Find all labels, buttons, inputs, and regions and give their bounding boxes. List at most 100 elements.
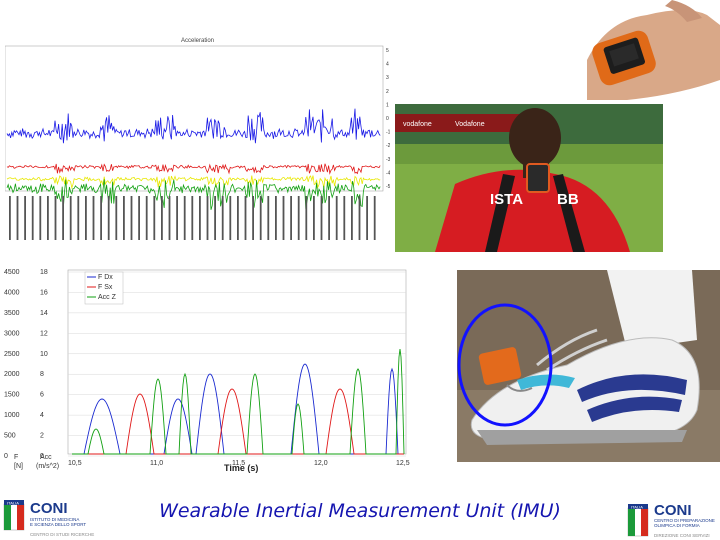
flag-text-right: ITALIA bbox=[631, 505, 643, 510]
chart-legend: F Dx F Sx Acc Z bbox=[84, 271, 124, 305]
accel-x-tick-label bbox=[297, 196, 300, 240]
force-left-tick: 1000 bbox=[4, 412, 20, 419]
force-right-tick: 16 bbox=[40, 289, 48, 296]
f-axis-label: F bbox=[14, 454, 18, 461]
accel-x-tick-label bbox=[85, 196, 87, 240]
accel-x-tick-label bbox=[206, 196, 209, 240]
force-acceleration-chart: 4500 4000 3500 3000 2500 2000 1500 1000 500 0 18 1… bbox=[0, 262, 415, 477]
force-left-tick: 500 bbox=[4, 433, 16, 440]
accel-x-tick-label bbox=[320, 196, 323, 240]
accel-x-tick-label bbox=[16, 196, 19, 240]
accel-x-tick-label bbox=[282, 196, 285, 240]
acc-axis-unit: (m/s^2) bbox=[36, 463, 59, 470]
accel-y-tick: 2 bbox=[386, 89, 389, 95]
accel-x-tick-label bbox=[77, 196, 80, 240]
force-plot: 4500 4000 3500 3000 2500 2000 1500 1000 500 0 18 1… bbox=[4, 269, 410, 473]
accel-x-tick-label bbox=[168, 196, 171, 240]
accel-trace-green bbox=[6, 179, 381, 210]
legend-f-sx: F Sx bbox=[98, 284, 113, 291]
accel-x-tick-label bbox=[9, 196, 11, 240]
force-x-tick: 12,0 bbox=[314, 460, 328, 467]
accel-x-tick-label bbox=[358, 196, 361, 240]
accel-x-tick-label bbox=[191, 196, 194, 240]
accel-y-tick: -1 bbox=[386, 130, 390, 136]
italy-flag-icon bbox=[627, 504, 649, 537]
force-left-tick: 2000 bbox=[4, 371, 20, 378]
accel-x-tick-label bbox=[153, 196, 156, 240]
acceleration-plot: 5 4 3 2 1 0 -1 -2 -3 -4 -5 bbox=[5, 45, 390, 240]
force-right-tick: 12 bbox=[40, 330, 48, 337]
accel-x-tick-label bbox=[275, 196, 277, 240]
accel-trace-blue bbox=[6, 108, 381, 144]
acceleration-chart: Acceleration 5 4 3 2 1 0 -1 -2 -3 -4 -5 bbox=[5, 38, 390, 248]
handheld-device-photo bbox=[577, 0, 720, 100]
accel-x-tick-label bbox=[252, 196, 254, 240]
force-left-tick: 2500 bbox=[4, 351, 20, 358]
accel-y-tick: 4 bbox=[386, 62, 389, 68]
coni-wordmark-left: CONI bbox=[30, 500, 68, 517]
force-right-tick: 4 bbox=[40, 412, 44, 419]
accel-x-tick-label bbox=[290, 196, 292, 240]
acceleration-chart-title: Acceleration bbox=[180, 38, 215, 44]
force-right-tick: 10 bbox=[40, 351, 48, 358]
accel-x-tick-label bbox=[373, 196, 376, 240]
slide-caption: Wearable Inertial Measurement Unit (IMU) bbox=[159, 500, 561, 522]
accel-y-tick: 3 bbox=[386, 75, 389, 81]
svg-text:Vodafone: Vodafone bbox=[455, 121, 485, 128]
force-x-tick: 11,0 bbox=[150, 460, 163, 467]
accel-x-tick-label bbox=[351, 196, 353, 240]
force-left-tick: 1500 bbox=[4, 392, 20, 399]
f-axis-unit: [N] bbox=[14, 463, 23, 470]
legend-acc-z: Acc Z bbox=[98, 294, 117, 301]
svg-text:vodafone: vodafone bbox=[403, 121, 432, 128]
accel-x-tick-label bbox=[100, 196, 102, 240]
accel-x-tick-label bbox=[92, 196, 95, 240]
accel-x-tick-label bbox=[31, 196, 34, 240]
force-right-tick: 2 bbox=[40, 433, 44, 440]
shoe-sensor-photo bbox=[457, 270, 720, 462]
force-left-tick: 4500 bbox=[4, 269, 20, 276]
accel-x-tick-label bbox=[39, 196, 42, 240]
force-x-tick: 12,5 bbox=[396, 460, 410, 467]
accel-x-tick-label bbox=[313, 196, 315, 240]
logo-sub-line1-right: CENTRO DI PREPARAZIONE bbox=[654, 518, 715, 523]
accel-x-tick-label bbox=[24, 196, 26, 240]
accel-trace-yellow bbox=[6, 175, 381, 190]
force-left-tick: 3500 bbox=[4, 310, 20, 317]
accel-x-tick-label bbox=[199, 196, 201, 240]
svg-text:BB: BB bbox=[557, 191, 579, 208]
coni-wordmark-right: CONI bbox=[654, 502, 692, 519]
force-x-tick: 10,5 bbox=[68, 460, 82, 467]
force-right-tick: 6 bbox=[40, 392, 44, 399]
legend-f-dx: F Dx bbox=[98, 274, 113, 281]
accel-x-tick-label bbox=[229, 196, 232, 240]
accel-x-tick-label bbox=[130, 196, 133, 240]
accel-x-tick-label bbox=[244, 196, 247, 240]
accel-x-tick-label bbox=[138, 196, 140, 240]
accel-x-tick-label bbox=[176, 196, 178, 240]
accel-y-tick: 1 bbox=[386, 102, 389, 108]
logo-sub-line2-right: OLIMPICA DI FORMIA bbox=[654, 523, 700, 528]
logo-sub-line2-left: E SCIENZA DELLO SPORT bbox=[30, 522, 87, 527]
accel-x-tick-label bbox=[62, 196, 64, 240]
accel-y-tick: 0 bbox=[386, 116, 389, 122]
trace-acc-z bbox=[72, 348, 405, 455]
logo-foot-left: CENTRO DI STUDI RICERCHE bbox=[30, 532, 95, 537]
accel-x-tick-label bbox=[237, 196, 239, 240]
logo-foot-right: DIREZIONE CONI SERVIZI bbox=[654, 533, 710, 538]
accel-x-tick-label bbox=[305, 196, 308, 240]
acc-axis-label: Acc bbox=[40, 454, 52, 461]
coni-logo-right: ITALIA CONI CENTRO DI PREPARAZIONE OLIMP… bbox=[626, 500, 720, 540]
accel-x-tick-label bbox=[335, 196, 338, 240]
accel-x-tick-label bbox=[107, 196, 110, 240]
italy-flag-icon bbox=[3, 500, 25, 531]
force-right-tick: 18 bbox=[40, 269, 48, 276]
flag-text-left: ITALIA bbox=[7, 501, 19, 506]
time-axis-label: Time (s) bbox=[224, 463, 258, 473]
force-right-tick: 14 bbox=[40, 310, 48, 317]
accel-x-tick-label bbox=[259, 196, 262, 240]
accel-y-tick: -2 bbox=[386, 143, 390, 149]
accel-x-tick-label bbox=[221, 196, 224, 240]
logo-sub-line1-left: ISTITUTO DI MEDICINA bbox=[30, 517, 80, 522]
accel-trace-red bbox=[6, 163, 381, 175]
